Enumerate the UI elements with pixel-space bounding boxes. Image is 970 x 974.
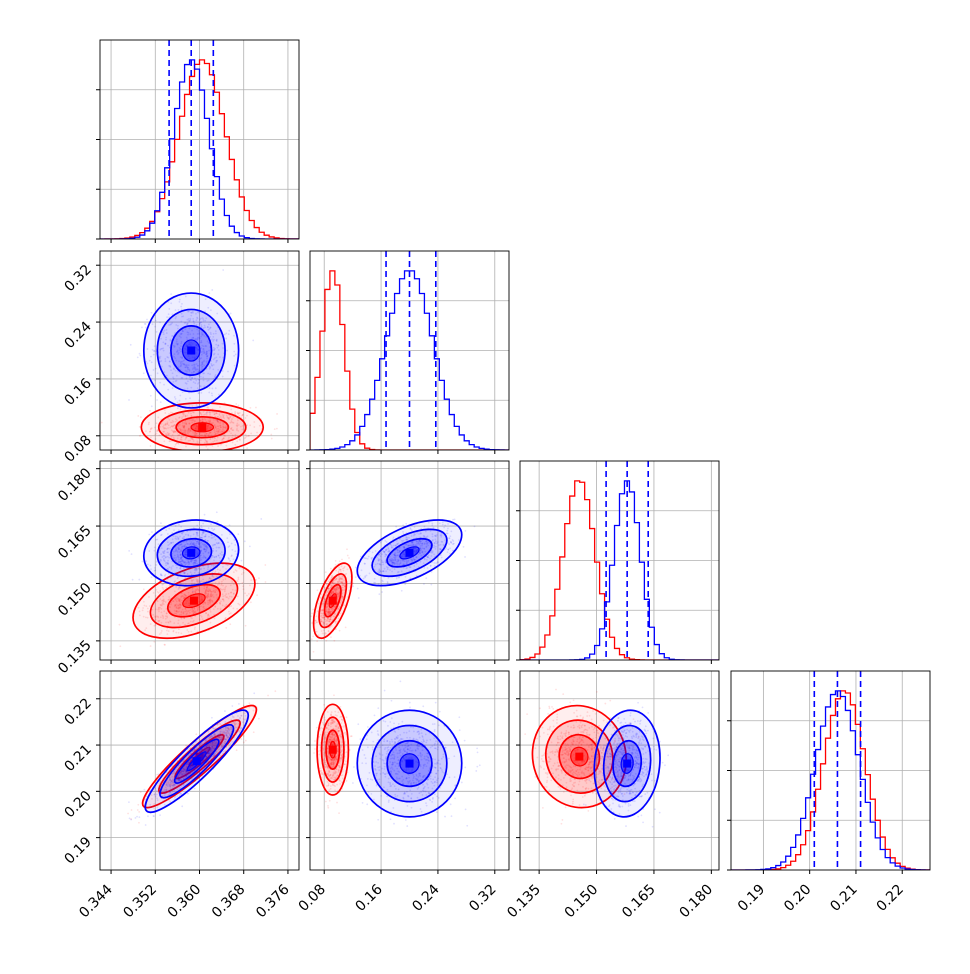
y-tick-label: 0.165 xyxy=(55,523,95,563)
y-tick-label: 0.08 xyxy=(61,432,94,465)
density-peak-series-1 xyxy=(187,549,195,557)
density-peak-series-1 xyxy=(193,757,201,765)
y-tick-label: 0.20 xyxy=(61,788,94,821)
x-tick-label: 0.19 xyxy=(735,882,768,915)
x-tick-label: 0.180 xyxy=(677,882,717,922)
density-peak-series-1 xyxy=(623,760,631,768)
y-tick-label: 0.150 xyxy=(55,580,95,620)
panel-1-1 xyxy=(306,251,509,454)
y-tick-label: 0.32 xyxy=(61,262,94,295)
x-tick-label: 0.135 xyxy=(504,882,544,922)
density-peak-series-0 xyxy=(329,597,337,605)
y-tick-label: 0.21 xyxy=(61,742,94,775)
x-tick-label: 0.08 xyxy=(296,882,329,915)
panel-3-3: 0.19 0.20 0.21 0.22 xyxy=(727,671,930,915)
panel-0-0 xyxy=(96,40,299,243)
density-peak-series-0 xyxy=(190,597,198,605)
y-tick-label: 0.16 xyxy=(61,375,94,408)
density-peak-series-1 xyxy=(406,549,414,557)
x-tick-label: 0.20 xyxy=(781,882,814,915)
x-tick-label: 0.16 xyxy=(353,881,386,914)
density-peak-series-0 xyxy=(198,423,206,431)
x-tick-label: 0.368 xyxy=(209,882,249,922)
panel-2-2 xyxy=(516,461,719,664)
density-peak-series-1 xyxy=(406,760,414,768)
panel-3-1: 0.08 0.16 0.24 0.32 xyxy=(296,671,509,915)
x-tick-label: 0.376 xyxy=(253,881,293,921)
x-tick-label: 0.22 xyxy=(874,882,907,915)
y-tick-label: 0.19 xyxy=(61,834,94,867)
density-peak-series-1 xyxy=(187,347,195,355)
density-peak-series-0 xyxy=(575,753,583,761)
y-tick-label: 0.135 xyxy=(55,637,95,677)
x-tick-label: 0.360 xyxy=(165,882,205,922)
x-tick-label: 0.150 xyxy=(562,882,602,922)
density-peak-series-0 xyxy=(329,746,337,754)
x-tick-label: 0.32 xyxy=(466,882,499,915)
x-tick-label: 0.352 xyxy=(120,882,160,922)
y-tick-label: 0.24 xyxy=(61,319,94,352)
panel-1-0: 0.08 0.16 0.24 0.32 xyxy=(61,251,299,470)
panel-3-2: 0.135 0.150 0.165 0.180 xyxy=(504,671,719,921)
panel-2-0: 0.135 0.150 0.165 0.180 xyxy=(55,461,299,677)
x-tick-label: 0.24 xyxy=(409,881,442,914)
y-tick-label: 0.22 xyxy=(61,695,94,728)
panel-2-1 xyxy=(306,461,509,664)
x-tick-label: 0.21 xyxy=(827,882,860,915)
histogram-series-0 xyxy=(731,691,930,870)
y-tick-label: 0.180 xyxy=(55,465,95,505)
x-tick-label: 0.165 xyxy=(619,882,659,922)
x-tick-label: 0.344 xyxy=(76,881,116,921)
